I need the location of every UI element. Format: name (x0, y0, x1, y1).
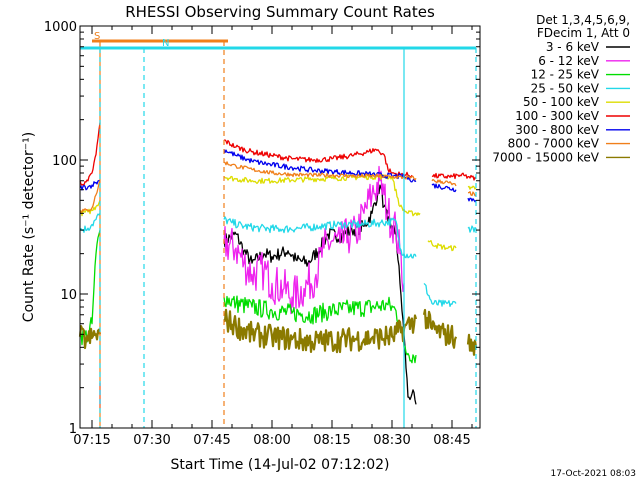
legend-label-4: 25 - 50 keV (531, 81, 600, 95)
chart-title: RHESSI Observing Summary Count Rates (125, 3, 435, 21)
legend-label-7: 300 - 800 keV (515, 123, 599, 137)
series-line-9 (78, 308, 478, 356)
y-tick-label-3: 1000 (44, 20, 77, 35)
legend-header-detectors: Det 1,3,4,5,6,9, (536, 13, 630, 27)
series-line-4 (79, 212, 477, 308)
legend-label-8: 800 - 7000 keV (508, 137, 600, 151)
legend-label-2: 6 - 12 keV (538, 54, 600, 68)
series-line-6 (79, 122, 477, 186)
x-tick-label-1: 07:30 (133, 433, 170, 448)
x-tick-label-6: 08:45 (433, 433, 470, 448)
x-tick-label-4: 08:15 (313, 433, 350, 448)
x-tick-label-0: 07:15 (73, 433, 110, 448)
legend: Det 1,3,4,5,6,9, FDecim 1, Att 0 3 - 6 k… (492, 13, 630, 164)
legend-header-decimation: FDecim 1, Att 0 (537, 26, 630, 40)
x-tick-label-3: 08:00 (253, 433, 290, 448)
series-line-8 (79, 161, 477, 213)
series-line-7 (79, 149, 477, 203)
legend-label-3: 12 - 25 keV (531, 68, 600, 82)
timestamp: 17-Oct-2021 08:03 (551, 469, 636, 479)
observing-markers: SN (80, 31, 477, 428)
x-axis-label: Start Time (14-Jul-02 07:12:02) (170, 457, 389, 473)
y-tick-label-1: 10 (60, 288, 77, 303)
series-line-1 (223, 184, 417, 405)
x-tick-label-2: 07:45 (193, 433, 230, 448)
y-axis-label: Count Rate (s⁻¹ detector⁻¹) (21, 132, 37, 322)
y-tick-label-2: 100 (52, 154, 77, 169)
legend-label-6: 100 - 300 keV (515, 109, 599, 123)
x-tick-label-5: 08:30 (373, 433, 410, 448)
series-line-5 (79, 173, 477, 252)
plot-frame (79, 25, 481, 429)
axes: 07:15 07:30 07:45 08:00 08:15 08:30 08:45 1 10 10… (44, 20, 480, 448)
series-line-2 (99, 165, 405, 409)
marker-label-N: N (162, 38, 169, 49)
legend-label-9: 7000 - 15000 keV (492, 150, 599, 164)
series-layer (78, 122, 478, 409)
legend-label-5: 50 - 100 keV (523, 95, 600, 109)
y-tick-label-0: 1 (69, 422, 77, 437)
legend-label-1: 3 - 6 keV (546, 40, 600, 54)
marker-label-S: S (94, 31, 100, 42)
